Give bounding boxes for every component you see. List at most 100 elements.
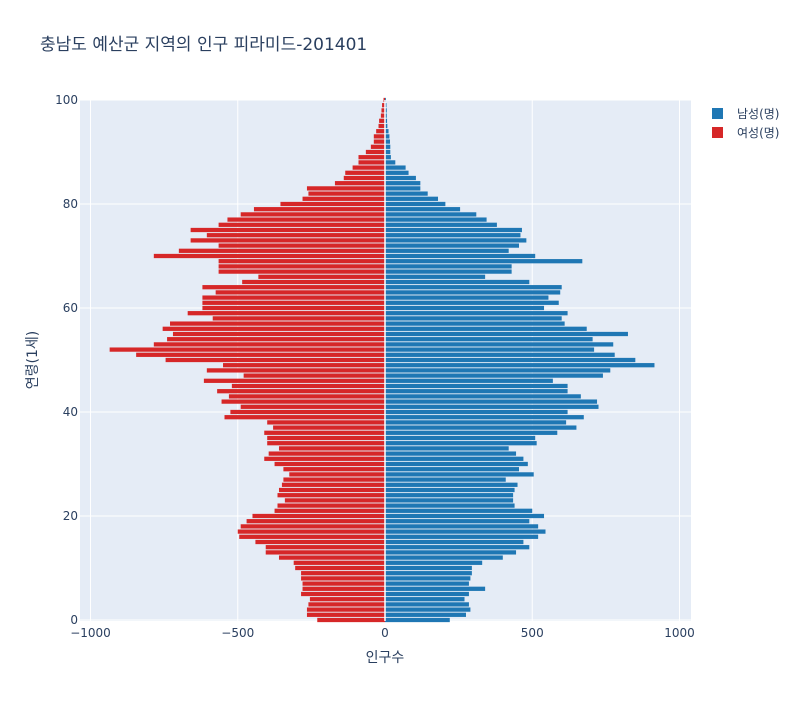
bar-male-age-46[interactable] [385, 378, 553, 383]
bar-female-age-69[interactable] [218, 259, 385, 264]
bar-female-age-78[interactable] [240, 212, 385, 217]
bar-female-age-26[interactable] [281, 482, 385, 487]
bar-female-age-10[interactable] [295, 565, 385, 571]
bar-male-age-14[interactable] [385, 545, 530, 550]
bar-male-age-62[interactable] [385, 295, 549, 300]
bar-female-age-88[interactable] [358, 160, 385, 165]
bar-male-age-93[interactable] [385, 134, 390, 139]
bar-male-age-21[interactable] [385, 508, 533, 513]
bar-female-age-54[interactable] [167, 337, 385, 342]
bar-male-age-5[interactable] [385, 591, 469, 597]
bar-male-age-0[interactable] [385, 617, 450, 623]
bar-female-age-46[interactable] [203, 378, 385, 383]
bar-male-age-77[interactable] [385, 217, 487, 222]
bar-female-age-70[interactable] [153, 253, 385, 259]
bar-male-age-64[interactable] [385, 285, 562, 290]
bar-female-age-84[interactable] [334, 181, 385, 186]
bar-male-age-61[interactable] [385, 300, 559, 305]
bar-female-age-52[interactable] [109, 347, 385, 352]
bar-female-age-48[interactable] [206, 368, 385, 373]
bar-female-age-11[interactable] [293, 560, 385, 565]
bar-female-age-80[interactable] [280, 201, 385, 207]
bar-male-age-26[interactable] [385, 482, 518, 487]
bar-male-age-11[interactable] [385, 560, 483, 565]
bar-female-age-13[interactable] [265, 550, 385, 555]
bar-male-age-25[interactable] [385, 487, 515, 493]
bar-female-age-40[interactable] [230, 409, 385, 415]
bar-female-age-1[interactable] [306, 612, 385, 617]
bar-female-age-57[interactable] [170, 321, 385, 326]
bar-female-age-19[interactable] [246, 519, 385, 524]
bar-female-age-37[interactable] [273, 425, 385, 430]
bar-male-age-59[interactable] [385, 311, 568, 316]
bar-female-age-92[interactable] [373, 139, 385, 144]
legend-item-female[interactable]: 여성(명) [712, 126, 779, 140]
bar-male-age-7[interactable] [385, 581, 469, 586]
bar-male-age-52[interactable] [385, 347, 595, 352]
bar-female-age-62[interactable] [202, 295, 385, 300]
bar-female-age-5[interactable] [301, 591, 385, 597]
bar-female-age-43[interactable] [228, 394, 385, 399]
bar-female-age-29[interactable] [283, 467, 385, 472]
bar-female-age-25[interactable] [278, 487, 385, 493]
bar-female-age-30[interactable] [274, 461, 385, 467]
bar-male-age-2[interactable] [385, 607, 471, 612]
bar-female-age-24[interactable] [277, 493, 385, 498]
bar-male-age-60[interactable] [385, 305, 545, 311]
bar-male-age-91[interactable] [385, 144, 391, 149]
bar-male-age-29[interactable] [385, 467, 519, 472]
bar-male-age-30[interactable] [385, 461, 528, 467]
bar-male-age-72[interactable] [385, 243, 519, 248]
bar-male-age-69[interactable] [385, 259, 583, 264]
bar-male-age-20[interactable] [385, 513, 545, 519]
bar-female-age-96[interactable] [379, 118, 385, 123]
bar-male-age-67[interactable] [385, 269, 512, 274]
bar-male-age-98[interactable] [385, 108, 387, 113]
bar-female-age-86[interactable] [345, 170, 385, 175]
bar-male-age-94[interactable] [385, 129, 389, 134]
bar-female-age-91[interactable] [370, 144, 385, 149]
bar-female-age-22[interactable] [277, 503, 385, 508]
bar-male-age-95[interactable] [385, 123, 388, 129]
bar-female-age-97[interactable] [380, 113, 385, 118]
bar-female-age-36[interactable] [264, 430, 385, 435]
bar-female-age-27[interactable] [283, 477, 385, 482]
bar-male-age-12[interactable] [385, 555, 503, 560]
bar-female-age-7[interactable] [302, 581, 385, 586]
bar-male-age-3[interactable] [385, 602, 469, 607]
bar-male-age-6[interactable] [385, 586, 486, 591]
bar-female-age-53[interactable] [153, 342, 385, 347]
bar-male-age-36[interactable] [385, 430, 558, 435]
bar-male-age-84[interactable] [385, 181, 421, 186]
bar-male-age-45[interactable] [385, 383, 568, 389]
bar-female-age-61[interactable] [202, 300, 385, 305]
bar-female-age-93[interactable] [373, 134, 385, 139]
bar-female-age-35[interactable] [267, 435, 385, 441]
bar-male-age-68[interactable] [385, 264, 512, 269]
bar-male-age-78[interactable] [385, 212, 477, 217]
bar-male-age-58[interactable] [385, 316, 562, 321]
bar-male-age-34[interactable] [385, 441, 537, 446]
bar-female-age-9[interactable] [301, 571, 385, 576]
bar-female-age-39[interactable] [224, 415, 385, 420]
bar-male-age-75[interactable] [385, 227, 522, 233]
bar-female-age-58[interactable] [212, 316, 385, 321]
bar-female-age-76[interactable] [218, 222, 385, 227]
bar-female-age-87[interactable] [352, 165, 385, 170]
bar-female-age-42[interactable] [221, 399, 385, 404]
bar-female-age-64[interactable] [202, 285, 385, 290]
bar-female-age-12[interactable] [278, 555, 385, 560]
bar-female-age-55[interactable] [172, 331, 385, 337]
bar-male-age-1[interactable] [385, 612, 466, 617]
bar-female-age-82[interactable] [308, 191, 385, 196]
bar-male-age-87[interactable] [385, 165, 406, 170]
bar-female-age-47[interactable] [243, 373, 385, 378]
bar-male-age-96[interactable] [385, 118, 388, 123]
bar-male-age-50[interactable] [385, 357, 636, 363]
legend-item-male[interactable]: 남성(명) [712, 107, 779, 121]
bar-male-age-53[interactable] [385, 342, 614, 347]
bar-male-age-40[interactable] [385, 409, 568, 415]
bar-male-age-33[interactable] [385, 446, 509, 451]
bar-male-age-35[interactable] [385, 435, 536, 441]
bar-male-age-82[interactable] [385, 191, 428, 196]
